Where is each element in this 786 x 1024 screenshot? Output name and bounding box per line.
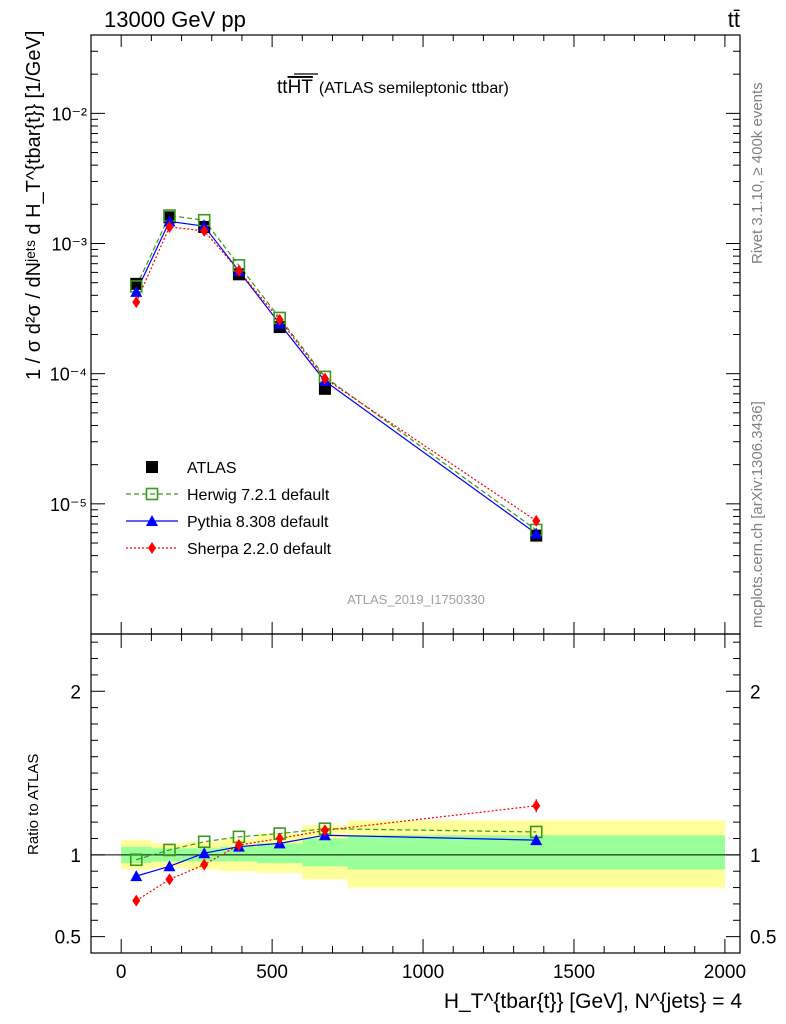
title-symbol-overline: HT: [288, 77, 314, 98]
rivet-version-label: Rivet 3.1.10, ≥ 400k events: [749, 82, 766, 264]
ratio-panel: 0.5 0.5 1 1 2 2 0 500 1000 1500 2000 Ratio to ATLAS…: [25, 633, 776, 1013]
mcplots-label: mcplots.cern.ch [arXiv:1306.3436]: [749, 401, 766, 628]
uncertainty-band-green: [220, 846, 258, 862]
bottom-frame: [90, 633, 741, 954]
ratio-point-1-2: [198, 847, 211, 859]
ratio-point-2-4: [275, 832, 284, 845]
legend-marker: [146, 515, 158, 526]
series-line-1: [135, 214, 537, 531]
data-point-3-2: [200, 224, 209, 237]
ratio-line-0: [136, 828, 537, 861]
data-point-3-5: [320, 372, 329, 385]
x-tick-label: 500: [256, 962, 288, 983]
y-tick-label: 10⁻⁵: [50, 495, 87, 515]
data-point-3-1: [165, 220, 174, 233]
ratio-point-2-3: [234, 839, 243, 852]
ratio-point-1-1: [163, 860, 176, 872]
uncertainty-band-green: [302, 838, 348, 867]
legend-label: Pythia 8.308 default: [187, 514, 329, 531]
x-tick-label: 1000: [402, 962, 444, 983]
data-point-3-4: [275, 313, 284, 326]
data-point-3-3: [234, 264, 243, 277]
data-point-2-1: [163, 215, 176, 227]
main-distribution-panel: 10⁻⁵ 10⁻⁴ 10⁻³ 10⁻² ttHT (ATLAS semileptonic …: [23, 31, 741, 635]
ratio-point-1-0: [130, 870, 143, 882]
title-text: (ATLAS semileptonic ttbar): [319, 80, 509, 97]
data-point-3-0: [132, 296, 141, 309]
header-process-label: tt̄: [728, 7, 740, 32]
ratio-point-0-1: [163, 843, 176, 857]
uncertainty-band-green: [257, 843, 303, 864]
legend-marker: [145, 487, 159, 501]
ratio-y-tick-label-left: 2: [70, 682, 81, 703]
chart-title: ttHT (ATLAS semileptonic ttbar): [277, 77, 509, 98]
x-axis-label: H_T^{tbar{t}} [GeV], N^{jets} = 4: [444, 990, 742, 1013]
data-point-2-0: [130, 285, 143, 297]
y-tick-label: 10⁻³: [51, 235, 87, 255]
x-tick-label: 0: [116, 962, 127, 983]
ratio-y-axis-label: Ratio to ATLAS: [25, 754, 42, 855]
ratio-point-2-1: [165, 873, 174, 886]
x-tick-label: 1500: [553, 962, 595, 983]
header-energy-label: 13000 GeV pp: [104, 7, 246, 32]
legend-label: Herwig 7.2.1 default: [187, 487, 330, 504]
ratio-point-2-0: [132, 894, 141, 907]
ratio-point-2-2: [200, 858, 209, 871]
legend-marker: [148, 542, 156, 554]
analysis-watermark: ATLAS_2019_I1750330: [347, 592, 485, 607]
title-symbol: tt: [277, 77, 288, 98]
y-tick-label: 10⁻⁴: [50, 365, 87, 385]
ratio-y-tick-label-right: 1: [750, 846, 761, 867]
legend-label: ATLAS: [187, 460, 237, 477]
y-tick-label: 10⁻²: [51, 104, 87, 124]
data-point-2-6: [530, 527, 543, 539]
ratio-point-2-5: [320, 824, 329, 837]
legend-marker: [146, 461, 158, 473]
ratio-y-tick-label-left: 0.5: [55, 928, 81, 949]
ratio-point-1-6: [530, 834, 543, 846]
x-tick-label: 2000: [704, 962, 746, 983]
ratio-y-tick-label-right: 2: [750, 682, 761, 703]
legend-label: Sherpa 2.2.0 default: [187, 541, 332, 558]
y-axis-label: 1 / σ d²σ / dNʲᵉᵗˢ d H_T^{tbar{t}} [1/Ge…: [23, 31, 45, 380]
ratio-y-tick-label-right: 0.5: [750, 928, 776, 949]
ratio-y-tick-label-left: 1: [70, 846, 81, 867]
ratio-point-0-0: [129, 853, 143, 867]
data-point-3-6: [532, 514, 541, 527]
